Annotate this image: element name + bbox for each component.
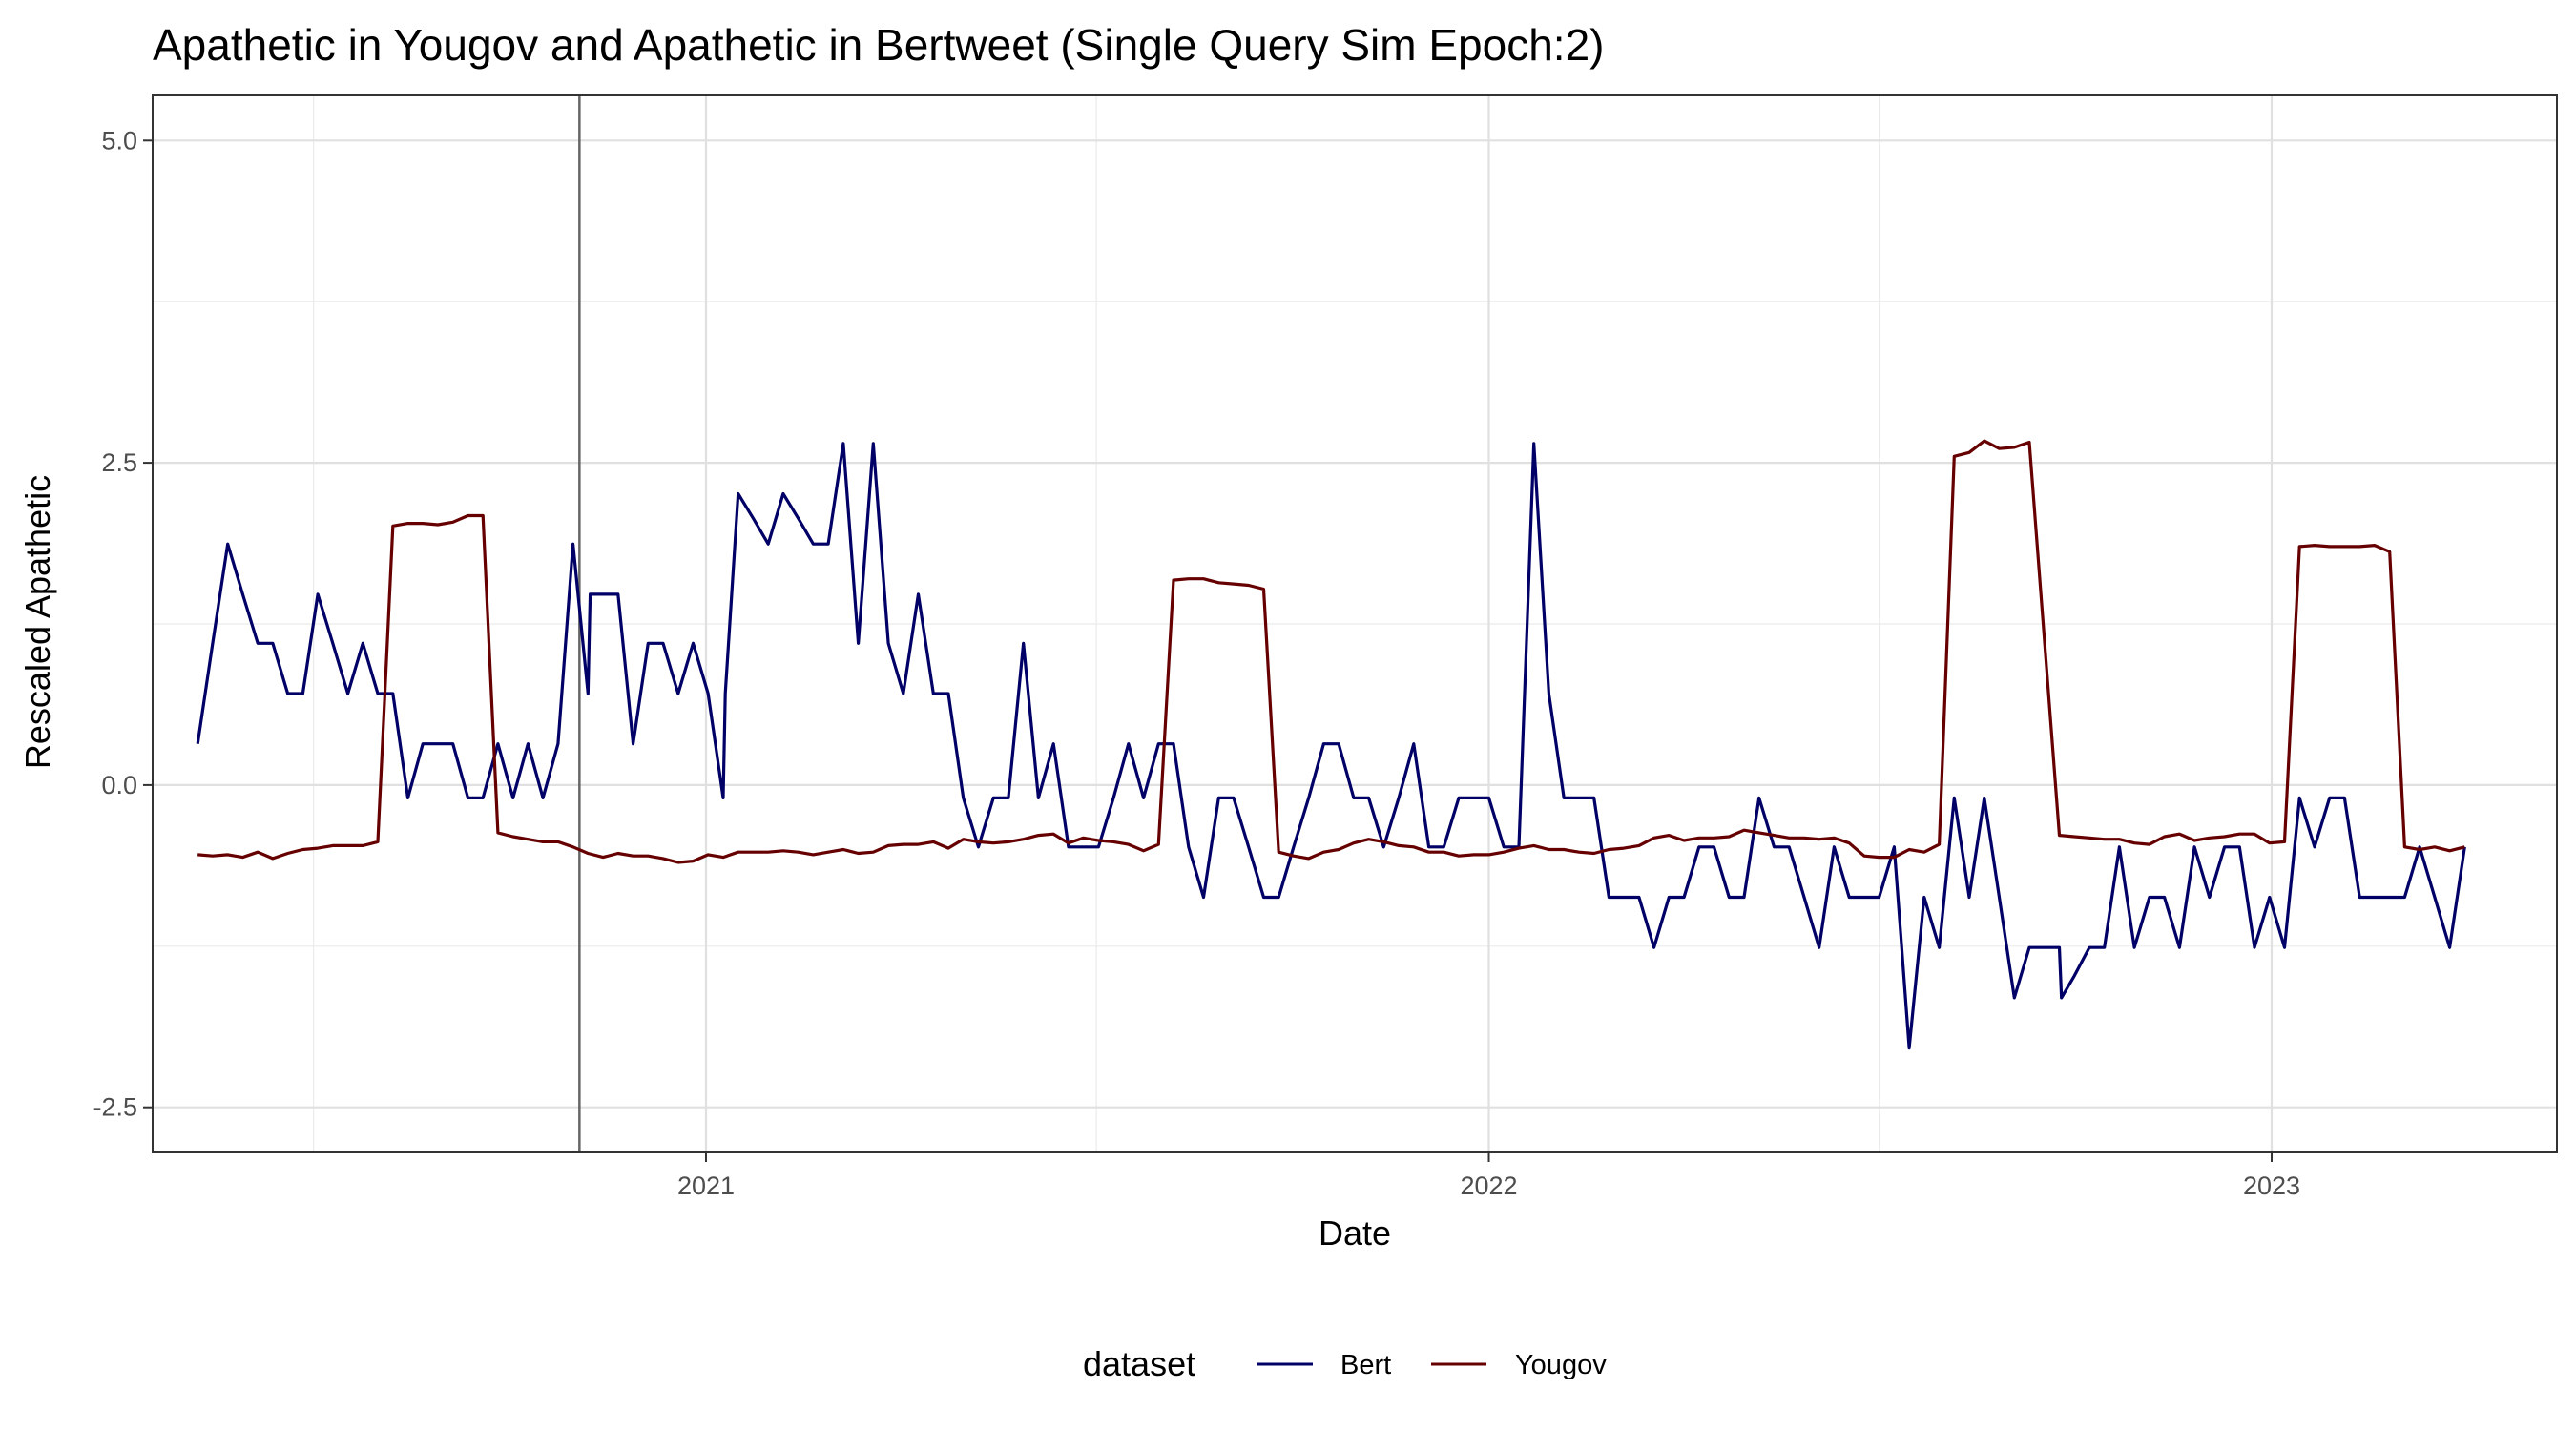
chart-title: Apathetic in Yougov and Apathetic in Ber…: [153, 20, 1604, 70]
y-axis-title: Rescaled Apathetic: [18, 475, 57, 769]
x-axis: 2021 2022 2023: [677, 1152, 2300, 1200]
y-tick-label: 0.0: [101, 771, 137, 799]
grid-layer: [153, 95, 2557, 1152]
y-tick-label: -2.5: [93, 1093, 137, 1122]
x-tick-label: 2023: [2243, 1172, 2300, 1200]
legend-label-bert: Bert: [1340, 1350, 1391, 1380]
legend-label-yougov: Yougov: [1515, 1350, 1607, 1380]
y-tick-label: 5.0: [101, 126, 137, 155]
panel-border: [152, 94, 2558, 1153]
x-axis-title: Date: [1319, 1213, 1391, 1253]
series-line-yougov: [197, 439, 2465, 864]
legend-title: dataset: [1083, 1344, 1195, 1383]
series-layer: [196, 439, 2466, 1050]
y-axis: -2.5 0.0 2.5 5.0: [93, 126, 153, 1122]
legend: dataset Bert Yougov: [1083, 1344, 1607, 1383]
x-tick-label: 2021: [677, 1172, 735, 1200]
x-tick-label: 2022: [1460, 1172, 1517, 1200]
y-tick-label: 2.5: [101, 448, 137, 477]
series-line-bert: [196, 442, 2466, 1050]
